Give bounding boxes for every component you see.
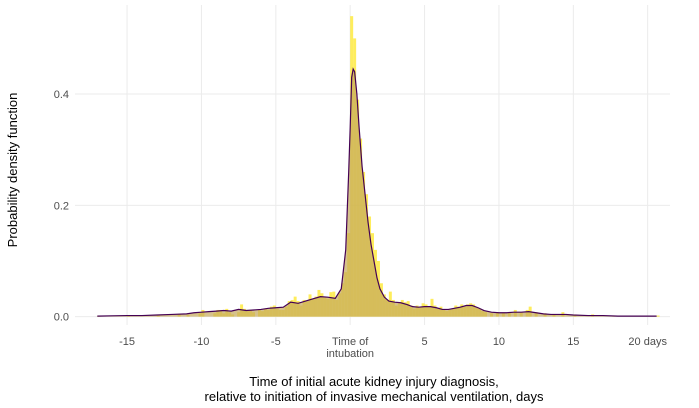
y-tick-label: 0.2 xyxy=(54,200,69,212)
x-tick-label: Time of xyxy=(332,336,369,348)
x-axis-title-line1: Time of initial acute kidney injury diag… xyxy=(249,374,499,389)
histogram-bars xyxy=(97,16,660,317)
y-axis-title: Probability density function xyxy=(5,93,20,248)
y-tick-label: 0.0 xyxy=(54,312,69,324)
histogram-bar xyxy=(656,315,660,317)
x-tick-label: 15 xyxy=(567,336,579,348)
x-tick-label: 10 xyxy=(493,336,505,348)
density-line xyxy=(97,67,657,317)
x-tick-label: -5 xyxy=(271,336,281,348)
x-tick-label: -15 xyxy=(119,336,135,348)
y-tick-label: 0.4 xyxy=(54,89,69,101)
density-curve-group xyxy=(97,67,657,317)
x-tick-label: 20 days xyxy=(628,336,667,348)
x-tick-label: 5 xyxy=(422,336,428,348)
x-tick-label: -10 xyxy=(193,336,209,348)
x-axis-title-line2: relative to initiation of invasive mecha… xyxy=(205,389,544,404)
y-axis-ticks: 0.0 0.2 0.4 xyxy=(54,89,69,324)
x-tick-label-line2: intubation xyxy=(326,348,374,360)
